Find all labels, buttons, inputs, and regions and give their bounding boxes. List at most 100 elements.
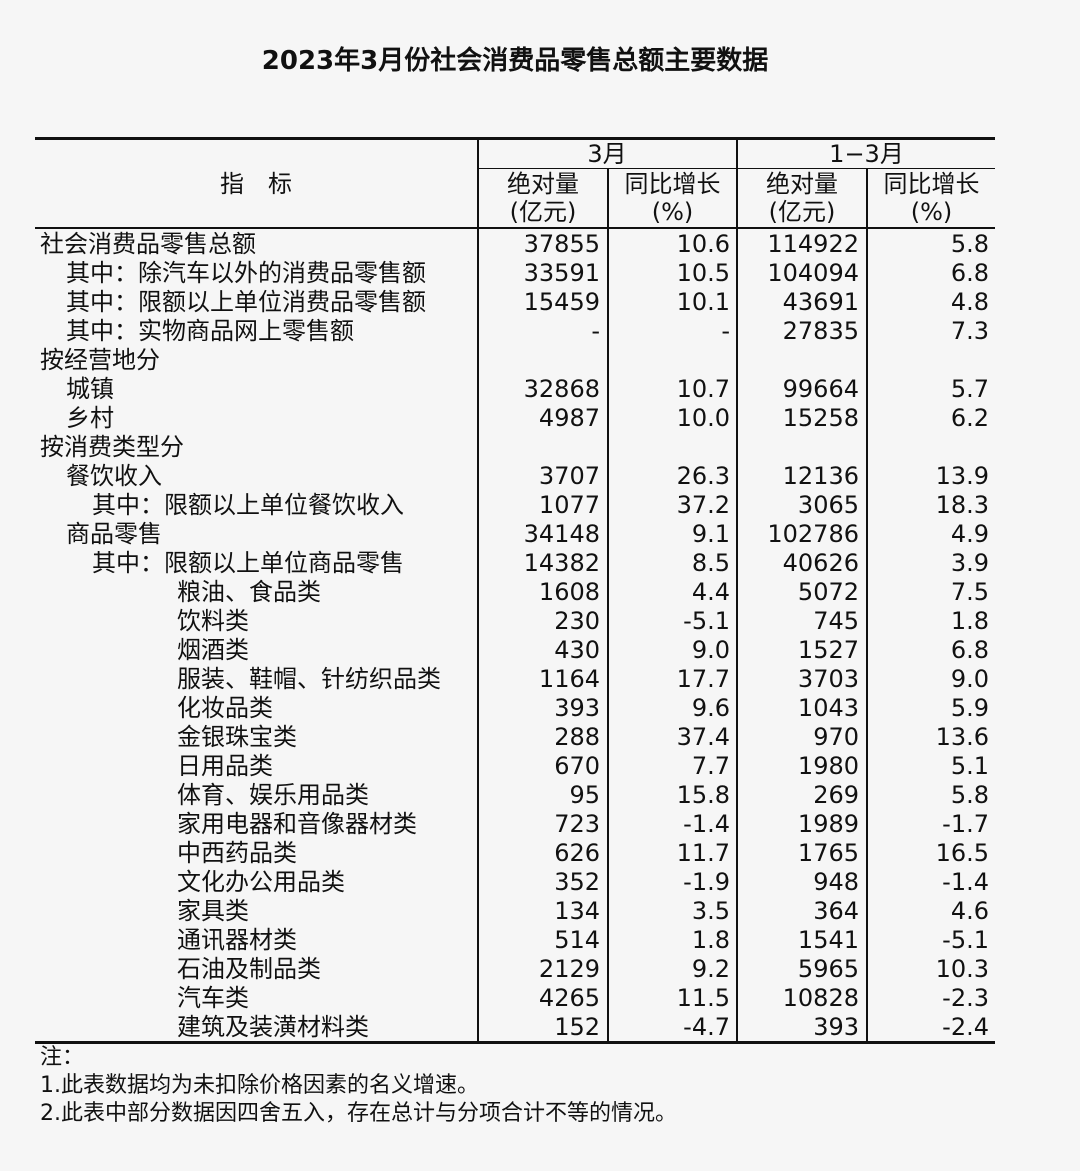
cell-q-abs: 3703 — [797, 665, 859, 693]
cell-q-yoy: 4.9 — [950, 520, 989, 548]
cell-q-abs: 745 — [813, 607, 859, 635]
row-label: 餐饮收入 — [66, 462, 162, 490]
cell-q-abs: 5072 — [797, 578, 859, 606]
cell-m-yoy: 10.5 — [676, 259, 730, 287]
row-label: 家用电器和音像器材类 — [177, 810, 417, 838]
cell-q-abs: 970 — [813, 723, 859, 751]
cell-q-yoy: 16.5 — [935, 839, 989, 867]
cell-q-abs: 27835 — [782, 317, 859, 345]
cell-m-abs: 15459 — [523, 288, 600, 316]
cell-q-abs: 40626 — [782, 549, 859, 577]
row-label: 饮料类 — [177, 607, 249, 635]
row-label: 家具类 — [177, 897, 249, 925]
cell-q-abs: 114922 — [767, 230, 859, 258]
cell-m-yoy: 37.2 — [676, 491, 730, 519]
cell-m-yoy: 17.7 — [676, 665, 730, 693]
column-divider — [866, 168, 868, 1043]
cell-q-yoy: 6.8 — [950, 259, 989, 287]
cell-m-abs: 14382 — [523, 549, 600, 577]
table-bottom-rule — [35, 1041, 995, 1044]
row-label: 文化办公用品类 — [177, 868, 345, 896]
row-label: 粮油、食品类 — [177, 578, 321, 606]
cell-q-abs: 3065 — [797, 491, 859, 519]
row-label: 建筑及装潢材料类 — [177, 1013, 369, 1041]
cell-m-abs: 1608 — [538, 578, 600, 606]
row-label: 通讯器材类 — [177, 926, 297, 954]
cell-m-yoy: 15.8 — [676, 781, 730, 809]
row-label: 服装、鞋帽、针纺织品类 — [177, 665, 441, 693]
row-label: 汽车类 — [177, 984, 249, 1012]
cell-m-abs: - — [591, 317, 600, 345]
table-row: 文化办公用品类 352 -1.9 948 -1.4 — [35, 868, 995, 897]
cell-q-yoy: 5.1 — [950, 752, 989, 780]
cell-m-yoy: 9.1 — [691, 520, 730, 548]
table-row: 社会消费品零售总额 37855 10.6 114922 5.8 — [35, 230, 995, 259]
cell-m-abs: 33591 — [523, 259, 600, 287]
cell-q-yoy: 7.5 — [950, 578, 989, 606]
column-divider — [736, 137, 738, 1043]
cell-m-yoy: 10.0 — [676, 404, 730, 432]
table-row: 服装、鞋帽、针纺织品类 1164 17.7 3703 9.0 — [35, 665, 995, 694]
row-label: 社会消费品零售总额 — [40, 230, 256, 258]
table-row: 其中：限额以上单位商品零售 14382 8.5 40626 3.9 — [35, 549, 995, 578]
cell-m-abs: 32868 — [523, 375, 600, 403]
cell-m-yoy: 9.6 — [691, 694, 730, 722]
row-label: 其中：实物商品网上零售额 — [66, 317, 354, 345]
table-row: 体育、娱乐用品类 95 15.8 269 5.8 — [35, 781, 995, 810]
cell-q-abs: 1527 — [797, 636, 859, 664]
table-row: 其中：实物商品网上零售额 - - 27835 7.3 — [35, 317, 995, 346]
table-row: 日用品类 670 7.7 1980 5.1 — [35, 752, 995, 781]
cell-m-abs: 352 — [554, 868, 600, 896]
cell-q-yoy: 5.9 — [950, 694, 989, 722]
cell-q-yoy: -2.4 — [942, 1013, 989, 1041]
cell-q-yoy: 6.8 — [950, 636, 989, 664]
cell-m-abs: 288 — [554, 723, 600, 751]
column-divider — [477, 137, 479, 1043]
table-row: 按消费类型分 — [35, 433, 995, 462]
cell-q-yoy: 18.3 — [935, 491, 989, 519]
cell-m-yoy: - — [721, 317, 730, 345]
cell-m-yoy: 3.5 — [691, 897, 730, 925]
header-yoy: 同比增长 (%) — [883, 170, 980, 226]
cell-m-abs: 514 — [554, 926, 600, 954]
cell-m-abs: 3707 — [538, 462, 600, 490]
cell-q-yoy: 4.8 — [950, 288, 989, 316]
cell-q-yoy: -1.7 — [942, 810, 989, 838]
cell-m-abs: 134 — [554, 897, 600, 925]
cell-q-yoy: 5.8 — [950, 781, 989, 809]
cell-m-yoy: -4.7 — [683, 1013, 730, 1041]
table-row: 粮油、食品类 1608 4.4 5072 7.5 — [35, 578, 995, 607]
cell-m-yoy: -1.4 — [683, 810, 730, 838]
cell-q-abs: 10828 — [782, 984, 859, 1012]
table-row: 石油及制品类 2129 9.2 5965 10.3 — [35, 955, 995, 984]
header-group-march: 3月 — [587, 140, 627, 168]
cell-m-yoy: -1.9 — [683, 868, 730, 896]
cell-q-yoy: 4.6 — [950, 897, 989, 925]
cell-m-yoy: 11.5 — [676, 984, 730, 1012]
table-row: 烟酒类 430 9.0 1527 6.8 — [35, 636, 995, 665]
cell-m-abs: 37855 — [523, 230, 600, 258]
row-label: 中西药品类 — [177, 839, 297, 867]
table-row: 化妆品类 393 9.6 1043 5.9 — [35, 694, 995, 723]
cell-m-abs: 723 — [554, 810, 600, 838]
table-row: 其中：限额以上单位消费品零售额 15459 10.1 43691 4.8 — [35, 288, 995, 317]
cell-m-abs: 2129 — [538, 955, 600, 983]
row-label: 按消费类型分 — [40, 433, 184, 461]
table-row: 通讯器材类 514 1.8 1541 -5.1 — [35, 926, 995, 955]
cell-m-abs: 393 — [554, 694, 600, 722]
table-row: 商品零售 34148 9.1 102786 4.9 — [35, 520, 995, 549]
cell-m-yoy: 11.7 — [676, 839, 730, 867]
cell-q-yoy: 10.3 — [935, 955, 989, 983]
header-group-q1: 1−3月 — [829, 140, 904, 168]
cell-q-abs: 99664 — [782, 375, 859, 403]
cell-q-abs: 364 — [813, 897, 859, 925]
cell-q-abs: 5965 — [797, 955, 859, 983]
row-label: 其中：限额以上单位消费品零售额 — [66, 288, 426, 316]
page-title: 2023年3月份社会消费品零售总额主要数据 — [261, 46, 769, 76]
cell-q-abs: 1980 — [797, 752, 859, 780]
cell-q-yoy: 9.0 — [950, 665, 989, 693]
cell-m-abs: 670 — [554, 752, 600, 780]
cell-q-yoy: 13.9 — [935, 462, 989, 490]
row-label: 体育、娱乐用品类 — [177, 781, 369, 809]
cell-m-abs: 1164 — [538, 665, 600, 693]
